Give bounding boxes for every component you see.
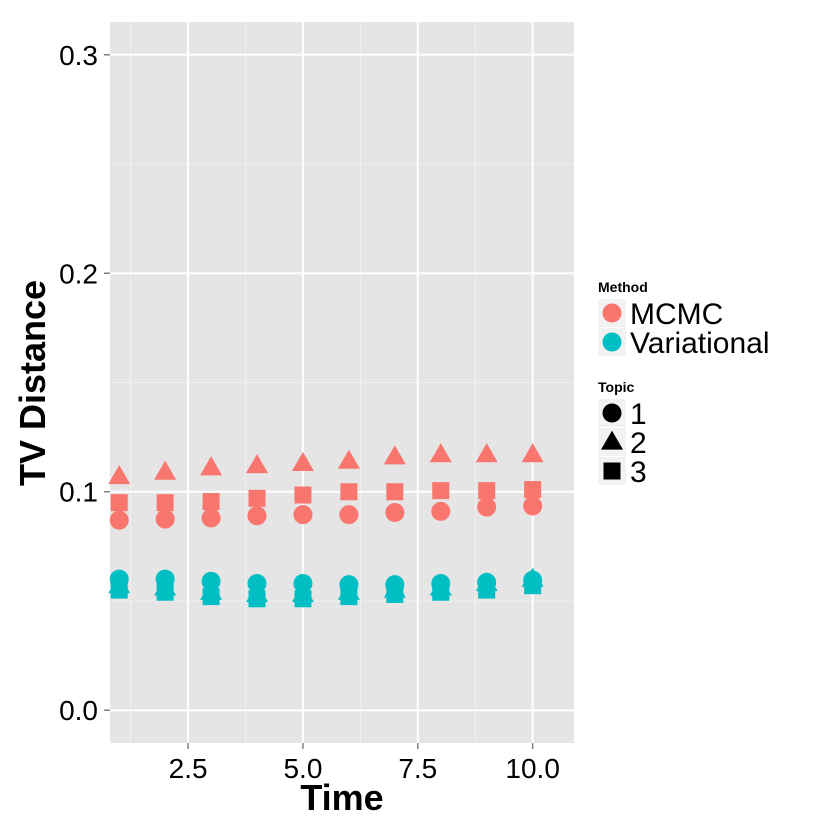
point-mcmc-topic1: [523, 496, 543, 516]
point-mcmc-topic2: [383, 445, 406, 465]
minor-grid: [110, 22, 574, 743]
point-mcmc-topic1: [385, 502, 405, 522]
point-variational-topic1: [339, 575, 359, 595]
point-variational-topic1: [523, 570, 543, 590]
legend-key-mcmc: [602, 303, 622, 323]
legend-label-topic-1: 1: [630, 398, 647, 431]
point-mcmc-topic3: [478, 482, 496, 500]
point-mcmc-topic3: [294, 486, 312, 504]
y-tick-label: 0.0: [59, 695, 98, 726]
point-mcmc-topic2: [291, 451, 314, 471]
legend-label-topic-2: 2: [630, 427, 647, 460]
y-tick-label: 0.1: [59, 477, 98, 508]
point-mcmc-topic2: [108, 465, 131, 485]
legend-key-topic-3: [603, 462, 621, 480]
point-mcmc-topic3: [340, 483, 358, 501]
legend-topic-title: Topic: [598, 379, 635, 395]
y-axis: 0.0 0.1 0.2 0.3: [59, 40, 110, 726]
y-tick-label: 0.3: [59, 40, 98, 71]
x-tick-label: 5.0: [283, 753, 322, 784]
point-variational-topic1: [431, 574, 451, 594]
x-axis: 2.5 5.0 7.5 10.0: [169, 743, 560, 784]
x-axis-title: Time: [300, 777, 383, 818]
point-mcmc-topic1: [247, 506, 267, 526]
point-mcmc-topic3: [156, 494, 174, 512]
point-mcmc-topic3: [524, 481, 542, 499]
legend-label-topic-3: 3: [630, 456, 647, 489]
point-mcmc-topic1: [109, 510, 129, 530]
point-variational-topic1: [109, 569, 129, 589]
point-mcmc-topic2: [154, 460, 177, 480]
legend-key-variational: [602, 332, 622, 352]
point-mcmc-topic3: [248, 489, 266, 507]
legend-key-topic-2: [601, 430, 623, 450]
point-mcmc-topic1: [431, 501, 451, 521]
point-variational-topic3: [156, 583, 174, 601]
point-mcmc-topic2: [429, 443, 452, 463]
point-mcmc-topic1: [201, 508, 221, 528]
point-mcmc-topic1: [155, 509, 175, 529]
point-mcmc-topic2: [200, 456, 223, 476]
point-variational-topic1: [385, 575, 405, 595]
point-variational-topic1: [477, 572, 497, 592]
point-variational-topic1: [293, 574, 313, 594]
point-mcmc-topic1: [477, 497, 497, 517]
point-mcmc-topic2: [246, 454, 269, 474]
x-tick-label: 2.5: [169, 753, 208, 784]
point-mcmc-topic3: [386, 483, 404, 501]
point-variational-topic3: [294, 590, 312, 608]
legend-topics: 123: [598, 398, 647, 489]
point-mcmc-topic2: [337, 449, 360, 469]
point-mcmc-topic1: [293, 505, 313, 525]
point-mcmc-topic2: [521, 443, 544, 463]
legend-label-variational: Variational: [630, 327, 770, 360]
point-mcmc-topic2: [475, 443, 498, 463]
x-tick-label: 7.5: [398, 753, 437, 784]
point-variational-topic3: [202, 588, 220, 606]
point-variational-topic1: [155, 569, 175, 589]
legend-label-mcmc: MCMC: [630, 298, 723, 331]
x-tick-label: 10.0: [505, 753, 560, 784]
legend-key-topic-1: [602, 403, 622, 423]
point-mcmc-topic1: [339, 505, 359, 525]
legend-method-title: Method: [598, 279, 648, 295]
point-variational-topic3: [248, 590, 266, 608]
data-points: [108, 443, 544, 608]
point-variational-topic1: [201, 571, 221, 591]
point-mcmc-topic3: [110, 494, 128, 512]
point-mcmc-topic3: [202, 493, 220, 511]
major-grid: [110, 22, 574, 743]
point-mcmc-topic3: [432, 482, 450, 500]
y-axis-title: TV Distance: [12, 280, 53, 486]
point-variational-topic1: [247, 574, 267, 594]
y-tick-label: 0.2: [59, 258, 98, 289]
